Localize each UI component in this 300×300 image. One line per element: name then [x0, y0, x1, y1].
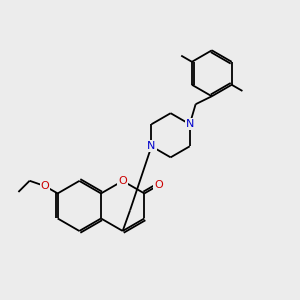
Text: N: N	[185, 119, 194, 129]
Text: N: N	[147, 141, 156, 151]
Text: O: O	[154, 180, 163, 190]
Text: O: O	[40, 181, 49, 191]
Text: O: O	[118, 176, 127, 186]
